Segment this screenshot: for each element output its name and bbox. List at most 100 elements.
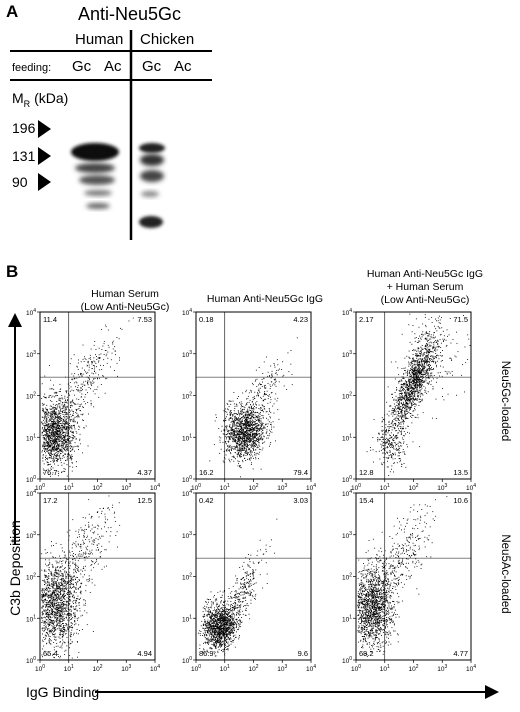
quadrant-upper-right: 12.5	[137, 496, 152, 505]
quadrant-upper-right: 3.03	[293, 496, 308, 505]
quadrant-lower-right: 13.5	[453, 468, 468, 477]
x-tick-label: 100	[191, 483, 201, 492]
column-title-3-line-1: Human Anti-Neu5Gc IgG	[366, 268, 484, 280]
x-tick-label: 100	[35, 483, 45, 492]
y-tick-label: 101	[182, 614, 192, 623]
dot-plot-6: 15.4 10.6 69.2 4.77 100 101 102 103 104 100 101 102…	[342, 489, 476, 673]
quadrant-lower-right: 4.37	[137, 468, 152, 477]
y-tick-label: 103	[182, 531, 192, 540]
quadrant-lower-left: 76.7	[43, 468, 58, 477]
quadrant-lower-right: 4.94	[137, 649, 152, 658]
plot-dots	[357, 496, 448, 657]
x-tick-label: 102	[248, 483, 258, 492]
y-tick-label: 104	[182, 308, 192, 317]
y-tick-label: 101	[342, 433, 352, 442]
column-title-3-line-3: (Low Anti-Neu5Gc)	[380, 294, 470, 307]
y-tick-label: 100	[182, 475, 192, 484]
dot-plot-2: 0.18 4.23 16.2 79.4 100 101 102 103 104 100 101 102…	[182, 308, 316, 492]
x-tick-label: 101	[380, 664, 390, 673]
y-tick-label: 103	[342, 531, 352, 540]
column-title-3-line-2: + Human Serum	[386, 281, 464, 294]
y-tick-label: 100	[26, 475, 36, 484]
x-tick-label: 102	[408, 483, 418, 492]
panel-b-letter: B	[6, 262, 19, 281]
x-tick-label: 102	[248, 664, 258, 673]
y-tick-label: 102	[182, 573, 192, 582]
quadrant-lower-right: 9.6	[298, 649, 308, 658]
marker-arrow-90	[38, 173, 51, 191]
quadrant-upper-left: 17.2	[43, 496, 58, 505]
y-tick-label: 101	[182, 433, 192, 442]
y-tick-label: 104	[26, 489, 36, 498]
quadrant-lower-right: 4.77	[453, 649, 468, 658]
y-tick-label: 101	[26, 433, 36, 442]
x-tick-label: 104	[306, 483, 316, 492]
quadrant-lower-left: 69.2	[359, 649, 374, 658]
y-tick-label: 101	[26, 614, 36, 623]
lane-chicken-ac: Ac	[174, 58, 192, 75]
column-title-1-line-1: Human Serum	[91, 288, 159, 300]
y-tick-label: 101	[342, 614, 352, 623]
plot-dots	[366, 313, 471, 476]
y-tick-label: 103	[26, 531, 36, 540]
x-tick-label: 101	[220, 483, 230, 492]
dot-plot-4: 17.2 12.5 65.4 4.94 100 101 102 103 104 100 101 102…	[26, 489, 160, 673]
y-tick-label: 104	[342, 489, 352, 498]
lane-human-gc: Gc	[72, 58, 92, 75]
blot-lane-human-gc	[71, 143, 119, 209]
x-tick-label: 103	[437, 664, 447, 673]
x-tick-label: 100	[351, 483, 361, 492]
mr-label: MR (kDa)	[12, 90, 68, 109]
quadrant-upper-left: 0.42	[199, 496, 214, 505]
marker-arrow-196	[38, 120, 51, 138]
marker-90: 90	[12, 174, 28, 190]
y-tick-label: 102	[342, 573, 352, 582]
y-tick-label: 102	[26, 392, 36, 401]
quadrant-lower-left: 65.4	[43, 649, 58, 658]
y-tick-label: 102	[26, 573, 36, 582]
y-tick-label: 102	[342, 392, 352, 401]
panel-a-letter: A	[6, 2, 19, 21]
dot-plot-5: 0.42 3.03 86.9 9.6 100 101 102 103 104 100 101 102 1…	[182, 489, 316, 673]
x-tick-label: 102	[92, 483, 102, 492]
plot-dots	[41, 317, 134, 477]
species-human: Human	[75, 31, 124, 48]
x-tick-label: 102	[408, 664, 418, 673]
blot-graphic	[10, 30, 212, 240]
dot-plot-1: 11.4 7.53 76.7 4.37 100 101 102 103 104 100 101 102…	[26, 308, 160, 492]
x-tick-label: 101	[64, 483, 74, 492]
blot-lane-chicken-gc	[139, 143, 165, 228]
marker-196: 196	[12, 120, 36, 136]
quadrant-upper-right: 71.5	[453, 315, 468, 324]
y-tick-label: 103	[182, 350, 192, 359]
x-tick-label: 103	[437, 483, 447, 492]
column-title-2: Human Anti-Neu5Gc IgG	[190, 293, 340, 306]
x-tick-label: 101	[64, 664, 74, 673]
y-tick-label: 104	[26, 308, 36, 317]
y-tick-label: 104	[342, 308, 352, 317]
x-tick-label: 104	[466, 483, 476, 492]
plot-frame	[355, 492, 472, 661]
y-tick-label: 100	[182, 656, 192, 665]
quadrant-upper-left: 11.4	[43, 315, 57, 324]
feeding-label: feeding:	[12, 62, 52, 74]
x-tick-label: 100	[35, 664, 45, 673]
quadrant-lower-left: 12.8	[359, 468, 374, 477]
x-tick-label: 100	[351, 664, 361, 673]
x-tick-label: 104	[150, 664, 160, 673]
x-tick-label: 104	[466, 664, 476, 673]
x-tick-label: 104	[150, 483, 160, 492]
x-tick-label: 100	[191, 664, 201, 673]
lane-human-ac: Ac	[104, 58, 122, 75]
x-tick-label: 101	[380, 483, 390, 492]
y-tick-label: 100	[26, 656, 36, 665]
x-tick-label: 102	[92, 664, 102, 673]
quadrant-upper-left: 15.4	[359, 496, 374, 505]
y-tick-label: 100	[342, 656, 352, 665]
blot-title: Anti-Neu5Gc	[78, 4, 182, 24]
column-title-1: Human Serum (Low Anti-Neu5Gc)	[50, 288, 200, 314]
column-title-2-line-1: Human Anti-Neu5Gc IgG	[206, 293, 324, 305]
x-tick-label: 103	[121, 664, 131, 673]
